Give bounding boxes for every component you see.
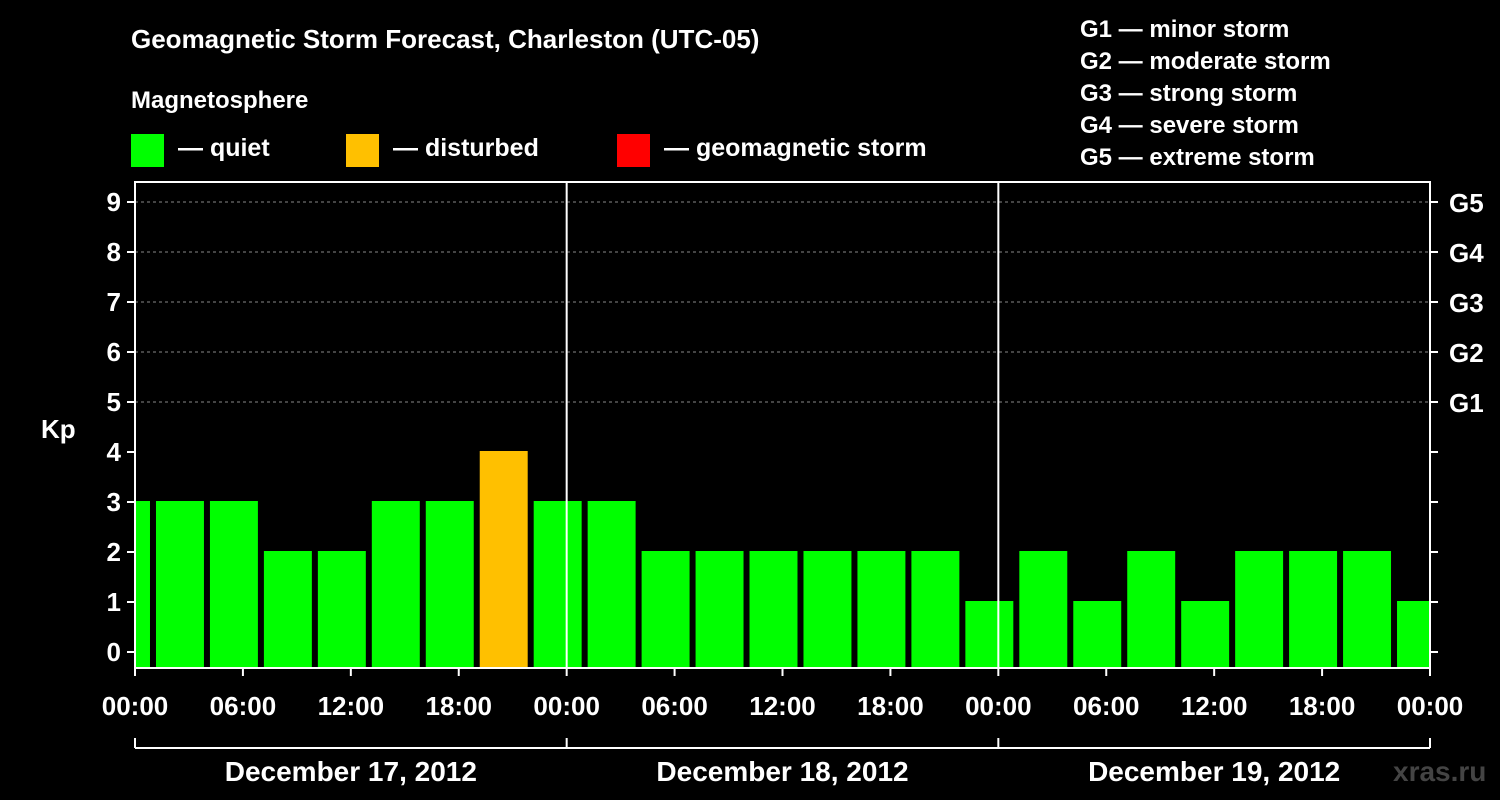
watermark: xras.ru xyxy=(1393,756,1487,787)
g-scale-item: G3 — strong storm xyxy=(1080,80,1298,107)
y-tick-label: 6 xyxy=(107,337,121,367)
kp-bar xyxy=(1343,551,1392,668)
legend-label-quiet: — quiet xyxy=(178,134,270,162)
kp-bar xyxy=(641,551,690,668)
kp-bar xyxy=(695,551,744,668)
x-tick-label: 12:00 xyxy=(318,691,385,721)
x-tick-label: 18:00 xyxy=(426,691,493,721)
kp-bar xyxy=(1235,551,1284,668)
y-tick-label: 0 xyxy=(107,637,121,667)
kp-bar xyxy=(1397,601,1429,668)
y-tick-label: 3 xyxy=(107,487,121,517)
kp-bar xyxy=(1073,601,1122,668)
legend-swatch-quiet xyxy=(131,134,164,167)
day-label: December 19, 2012 xyxy=(1088,756,1340,787)
g-scale-item: G5 — extreme storm xyxy=(1080,144,1315,171)
x-tick-label: 00:00 xyxy=(102,691,169,721)
day-label: December 17, 2012 xyxy=(225,756,477,787)
x-tick-label: 18:00 xyxy=(1289,691,1356,721)
g-scale-item: G1 — minor storm xyxy=(1080,16,1290,43)
kp-bar xyxy=(1127,551,1176,668)
legend-label-storm: — geomagnetic storm xyxy=(664,134,927,162)
x-tick-label: 18:00 xyxy=(857,691,924,721)
y-tick-label: 4 xyxy=(107,437,122,467)
y-tick-label: 7 xyxy=(107,287,121,317)
chart-title: Geomagnetic Storm Forecast, Charleston (… xyxy=(131,24,760,54)
kp-bar xyxy=(209,501,258,668)
kp-bar xyxy=(479,451,528,668)
kp-bar xyxy=(1181,601,1230,668)
g-level-label: G1 xyxy=(1449,388,1484,418)
y-tick-label: 1 xyxy=(107,587,121,617)
y-tick-label: 2 xyxy=(107,537,121,567)
y-tick-label: 5 xyxy=(107,387,121,417)
legend-swatch-disturbed xyxy=(346,134,379,167)
day-label: December 18, 2012 xyxy=(656,756,908,787)
kp-bar xyxy=(857,551,906,668)
g-scale-item: G2 — moderate storm xyxy=(1080,48,1331,75)
y-axis-label: Kp xyxy=(41,414,76,444)
kp-bar xyxy=(155,501,204,668)
legend-label-disturbed: — disturbed xyxy=(393,134,539,162)
x-tick-label: 06:00 xyxy=(1073,691,1140,721)
x-tick-label: 00:00 xyxy=(1397,691,1464,721)
g-level-label: G4 xyxy=(1449,238,1484,268)
legend-swatch-storm xyxy=(617,134,650,167)
kp-bar xyxy=(965,601,1014,668)
g-scale-legend: G1 — minor storm G2 — moderate storm G3 … xyxy=(1080,14,1331,174)
x-tick-label: 12:00 xyxy=(749,691,816,721)
kp-bar xyxy=(533,501,582,668)
kp-bar xyxy=(749,551,798,668)
kp-bar xyxy=(587,501,636,668)
kp-bar xyxy=(803,551,852,668)
kp-bar xyxy=(911,551,960,668)
kp-bar xyxy=(425,501,474,668)
kp-bar xyxy=(1019,551,1068,668)
x-tick-label: 06:00 xyxy=(210,691,277,721)
g-level-label: G3 xyxy=(1449,288,1484,318)
g-scale-item: G4 — severe storm xyxy=(1080,112,1299,139)
kp-bar xyxy=(317,551,366,668)
section-heading: Magnetosphere xyxy=(131,87,309,114)
kp-bar xyxy=(1289,551,1338,668)
y-tick-label: 9 xyxy=(107,187,121,217)
g-level-label: G2 xyxy=(1449,338,1484,368)
g-level-label: G5 xyxy=(1449,188,1484,218)
x-tick-label: 12:00 xyxy=(1181,691,1248,721)
kp-bar xyxy=(263,551,312,668)
x-tick-label: 00:00 xyxy=(533,691,600,721)
kp-bar xyxy=(371,501,420,668)
kp-bar xyxy=(136,501,150,668)
x-tick-label: 00:00 xyxy=(965,691,1032,721)
x-tick-label: 06:00 xyxy=(641,691,708,721)
y-tick-label: 8 xyxy=(107,237,121,267)
